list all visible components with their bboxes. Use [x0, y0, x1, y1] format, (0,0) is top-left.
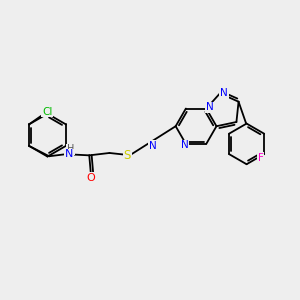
Text: N: N: [149, 141, 157, 151]
Text: F: F: [258, 153, 264, 163]
Text: N: N: [220, 88, 228, 98]
Text: N: N: [64, 149, 73, 160]
Text: S: S: [124, 149, 131, 162]
Text: O: O: [86, 173, 95, 183]
Text: N: N: [206, 102, 214, 112]
Text: Cl: Cl: [42, 107, 52, 117]
Text: N: N: [181, 140, 188, 150]
Text: H: H: [67, 144, 74, 154]
